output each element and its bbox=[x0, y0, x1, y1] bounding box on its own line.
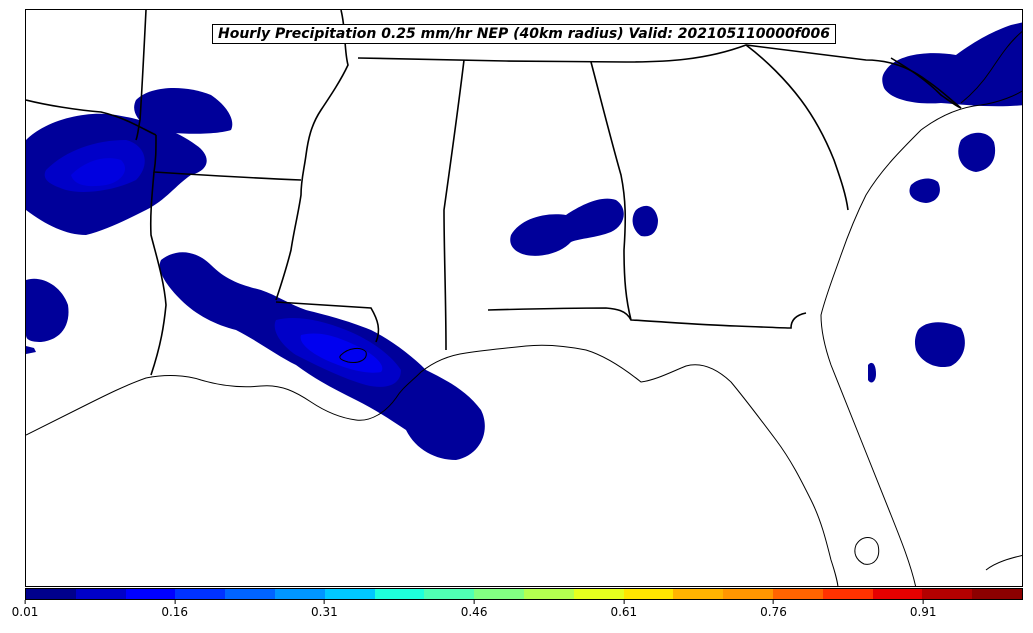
precip-fields bbox=[26, 22, 1022, 460]
colorbar-segment bbox=[673, 589, 724, 599]
colorbar-segment bbox=[225, 589, 275, 599]
lake-pontchartrain bbox=[339, 347, 367, 363]
state-border-tx-la bbox=[149, 171, 167, 376]
state-border-tn-south bbox=[357, 44, 962, 109]
colorbar-tick-label: 0.16 bbox=[161, 605, 189, 619]
colorbar-segment bbox=[872, 589, 923, 599]
colorbar-tick: 0.76 bbox=[760, 600, 787, 619]
colorbar-tick-mark bbox=[922, 600, 924, 604]
lake-okeechobee bbox=[854, 537, 880, 565]
colorbar-segment bbox=[723, 589, 773, 599]
precip-blob-west-edge bbox=[26, 278, 69, 354]
colorbar-segment bbox=[972, 589, 1022, 599]
colorbar bbox=[25, 588, 1023, 600]
atlantic-northeast-coast bbox=[960, 31, 1022, 104]
colorbar-tick-label: 0.91 bbox=[909, 605, 937, 619]
colorbar-tick-mark bbox=[473, 600, 475, 604]
gulf-coastline bbox=[26, 344, 839, 586]
colorbar-tick-mark bbox=[24, 600, 26, 604]
state-border-fl-al bbox=[487, 307, 807, 329]
colorbar-tick-mark bbox=[773, 600, 774, 604]
colorbar-tick-mark bbox=[174, 600, 176, 604]
precip-blob-alabama bbox=[510, 198, 658, 256]
colorbar-segment bbox=[26, 589, 76, 599]
colorbar-tick: 0.01 bbox=[11, 600, 39, 619]
colorbar-segment bbox=[324, 589, 375, 599]
colorbar-tick: 0.31 bbox=[311, 600, 338, 619]
colorbar-segment bbox=[772, 589, 823, 599]
colorbar-segment bbox=[175, 589, 226, 599]
colorbar-segment bbox=[623, 589, 674, 599]
state-border-ar-west bbox=[135, 10, 147, 141]
state-border-la-ms-south bbox=[275, 301, 380, 343]
colorbar-tick: 0.46 bbox=[460, 600, 488, 619]
colorbar-tick-label: 0.31 bbox=[311, 605, 338, 619]
colorbar-tick-mark bbox=[623, 600, 625, 604]
state-border-tx-ok-north bbox=[26, 99, 157, 136]
colorbar-tick-mark bbox=[323, 600, 325, 604]
florida-east-coastline bbox=[820, 90, 1022, 586]
colorbar-tick: 0.16 bbox=[161, 600, 188, 619]
map-canvas bbox=[26, 10, 1022, 586]
precip-band-gulf-coast bbox=[159, 252, 485, 460]
precip-blob-atlantic-south bbox=[868, 322, 965, 383]
colorbar-tick: 0.61 bbox=[610, 600, 637, 619]
colorbar-segment bbox=[922, 589, 973, 599]
colorbar-segment bbox=[125, 589, 176, 599]
colorbar-segment bbox=[573, 589, 624, 599]
state-border-ar-la bbox=[153, 134, 302, 181]
state-border-mississippi-river bbox=[275, 10, 349, 301]
keys-coast bbox=[985, 554, 1022, 571]
colorbar-segment bbox=[75, 589, 126, 599]
precip-blob-atlantic-northeast bbox=[882, 22, 1022, 203]
colorbar-segment bbox=[822, 589, 873, 599]
colorbar-tick: 0.91 bbox=[910, 600, 937, 619]
state-border-ms-al bbox=[443, 59, 465, 351]
colorbar-tick-label: 0.01 bbox=[11, 605, 39, 619]
state-border-al-ga bbox=[590, 61, 632, 321]
geographic-boundaries bbox=[26, 10, 1022, 586]
state-border-nc-sc bbox=[890, 57, 962, 109]
state-border-ga-sc bbox=[745, 44, 849, 211]
colorbar-segment bbox=[374, 589, 425, 599]
map-title: Hourly Precipitation 0.25 mm/hr NEP (40k… bbox=[212, 24, 837, 44]
colorbar-segment bbox=[474, 589, 524, 599]
colorbar-tick-label: 0.61 bbox=[610, 605, 638, 619]
colorbar-segment bbox=[523, 589, 574, 599]
map-panel: Hourly Precipitation 0.25 mm/hr NEP (40k… bbox=[25, 9, 1023, 587]
colorbar-segment bbox=[424, 589, 475, 599]
colorbar-ticks: 0.01 0.16 0.31 0.46 0.61 0.76 0.91 bbox=[12, 600, 1023, 630]
colorbar-segment bbox=[274, 589, 325, 599]
precip-blob-northwest bbox=[26, 88, 233, 235]
colorbar-tick-label: 0.76 bbox=[760, 605, 787, 619]
colorbar-tick-label: 0.46 bbox=[460, 605, 488, 619]
